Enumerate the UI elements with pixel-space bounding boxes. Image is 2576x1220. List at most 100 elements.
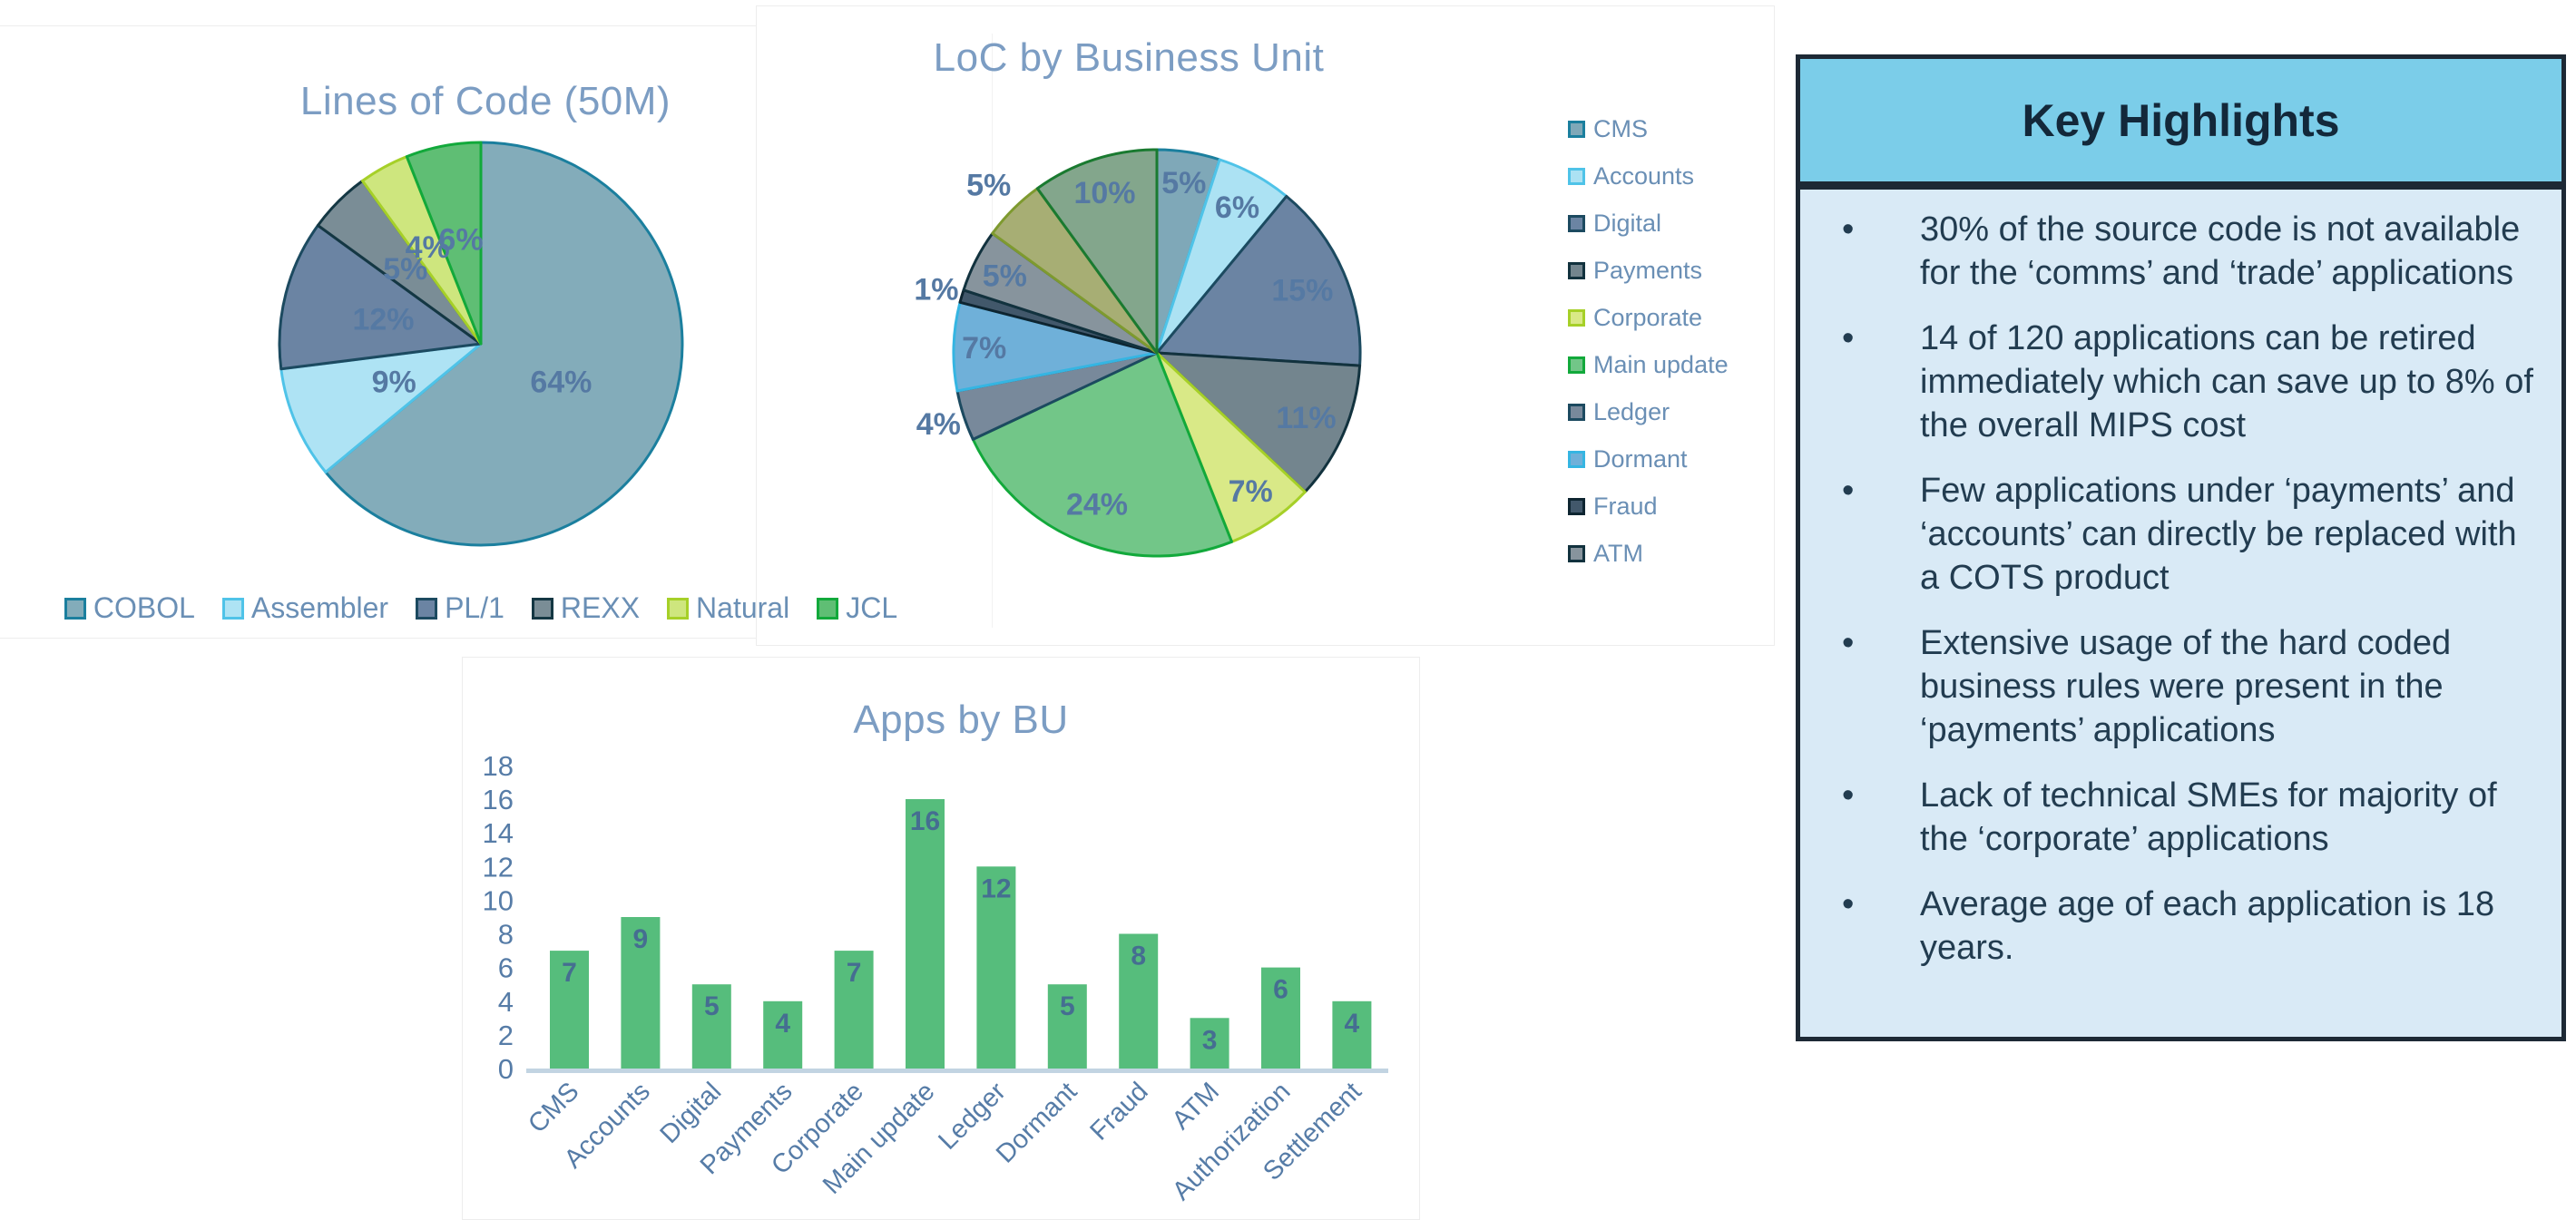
legend-swatch-pl-1 (416, 597, 438, 620)
bullet-dot: • (1842, 776, 1855, 815)
bullet-text: Lack of technical SMEs for majority of t… (1920, 776, 2497, 858)
y-axis-tick-8: 8 (498, 919, 514, 951)
legend-item-atm: ATM (1568, 540, 1729, 567)
bar-authorization (1261, 967, 1300, 1069)
legend-label-pl-1: PL/1 (445, 591, 504, 624)
bar-value-authorization: 6 (1273, 975, 1288, 1005)
bar-value-fraud: 8 (1131, 942, 1146, 971)
legend-swatch-assembler (221, 597, 244, 620)
bullet-text: Extensive usage of the hard coded busine… (1920, 624, 2452, 749)
legend-swatch-rexx (531, 597, 553, 620)
legend-label-jcl: JCL (846, 591, 898, 624)
pie-label-payments: 11% (1276, 401, 1336, 435)
pie-label-assembler: 9% (372, 365, 416, 399)
bar-value-payments: 4 (775, 1009, 790, 1039)
key-highlight-bullet-4: • Extensive usage of the hard coded busin… (1842, 621, 2538, 752)
pie-chart-lines-of-code[interactable]: 64% 9% 12% 5% 4% 6% (0, 26, 765, 644)
x-axis-label-cms: CMS (523, 1077, 584, 1138)
y-axis-tick-10: 10 (483, 884, 514, 916)
legend-item-jcl: JCL (817, 591, 897, 625)
pie-label-accounts: 6% (1215, 190, 1259, 225)
legend-label-ledger: Ledger (1593, 398, 1670, 425)
x-axis-label-atm: ATM (1167, 1077, 1225, 1135)
bullet-dot: • (1842, 319, 1855, 357)
legend-swatch-cobol (64, 597, 86, 620)
pie-slice-assembler (279, 342, 483, 473)
bar-ledger (976, 866, 1016, 1069)
bullet-dot: • (1842, 472, 1855, 510)
pie-label-natural: 4% (406, 230, 450, 265)
bar-settlement (1332, 1000, 1372, 1069)
legend-swatch-fraud (1568, 498, 1585, 515)
legend-label-natural: Natural (696, 591, 790, 624)
pie-label-ledger: 4% (916, 407, 961, 442)
legend-label-digital: Digital (1593, 210, 1662, 237)
pie-slice-digital (1155, 194, 1362, 367)
bar-accounts (621, 917, 661, 1069)
pie-svg: 5%6%15%11%7%24%4%7%1% 5%5% 10% (914, 148, 1362, 558)
bar-value-dormant: 5 (1060, 991, 1075, 1021)
key-highlight-bullet-2: • 14 of 120 applications can be retired i… (1842, 317, 2538, 447)
legend-label-dormant: Dormant (1593, 445, 1688, 473)
legend-swatch-accounts (1568, 168, 1585, 185)
legend-label-assembler: Assembler (250, 591, 389, 624)
legend-label-cobol: COBOL (93, 591, 195, 624)
pie-label-digital: 15% (1271, 274, 1333, 308)
pie-svg: 64% 9% 12% 5%4%6% (278, 141, 684, 547)
pie-label-authorization: 5% (966, 169, 1011, 203)
bar-cms (550, 951, 589, 1069)
y-axis-tick-18: 18 (483, 750, 514, 782)
legend-swatch-corporate (1568, 309, 1585, 327)
legend-item-dormant: Dormant (1568, 445, 1729, 473)
bar-svg: 0246810121416187CMS9Accounts5Digital4Pay… (483, 750, 1388, 1206)
key-highlights-body: • 30% of the source code is not available… (1800, 190, 2561, 970)
legend-label-corporate: Corporate (1593, 304, 1703, 331)
legend-item-digital: Digital (1568, 210, 1729, 237)
chart-card-lines-of-code[interactable]: Lines of Code (50M) 64% 9% 12% 5% 4% 6% (0, 25, 765, 639)
key-highlights-title: Key Highlights (1800, 59, 2561, 190)
bullet-dot: • (1842, 210, 1855, 249)
bar-value-settlement: 4 (1345, 1009, 1360, 1039)
legend-item-ledger: Ledger (1568, 398, 1729, 425)
legend-item-accounts: Accounts (1568, 162, 1729, 190)
bar-value-accounts: 9 (633, 924, 649, 954)
legend-lines-of-code: COBOL Assembler PL/1 REXX Natural JCL (64, 591, 897, 625)
legend-label-accounts: Accounts (1593, 162, 1695, 190)
legend-swatch-main-update (1568, 356, 1585, 374)
legend-item-cobol: COBOL (64, 591, 195, 625)
pie-chart-loc-by-business-unit[interactable]: 5% 6% 15% 11% 7% 24% 4% 7% 1% 5% 5% 10% (757, 6, 1776, 651)
pie-slice-pl-1 (278, 224, 483, 371)
legend-item-rexx: REXX (531, 591, 640, 625)
chart-card-apps-by-bu[interactable]: Apps by BU 0 2 4 6 8 10 12 14 16 18 7 CMS 9 Accounts 5… (462, 657, 1420, 1220)
bullet-text: Few applications under ‘payments’ and ‘a… (1920, 472, 2517, 597)
bar-corporate (834, 951, 874, 1069)
bar-value-ledger: 12 (981, 874, 1011, 903)
pie-slice-payments (1155, 351, 1362, 493)
legend-swatch-ledger (1568, 404, 1585, 421)
y-axis-tick-14: 14 (483, 817, 514, 849)
bar-chart-apps-by-bu[interactable]: 0 2 4 6 8 10 12 14 16 18 7 CMS 9 Accounts 5 Digital 4 Pay… (463, 658, 1421, 1220)
bar-value-atm: 3 (1202, 1025, 1218, 1055)
key-highlight-bullet-6: • Average age of each application is 18 y… (1842, 883, 2538, 970)
pie-slice-main-update (971, 351, 1233, 558)
legend-swatch-digital (1568, 215, 1585, 232)
legend-item-main-update: Main update (1568, 351, 1729, 378)
pie-label-dormant: 7% (962, 331, 1006, 366)
bullet-text: 30% of the source code is not available … (1920, 210, 2521, 292)
bullet-dot: • (1842, 885, 1855, 923)
legend-item-assembler: Assembler (221, 591, 389, 625)
legend-item-corporate: Corporate (1568, 304, 1729, 331)
pie-label-rexx: 5% (383, 252, 427, 287)
legend-swatch-dormant (1568, 451, 1585, 468)
key-highlight-bullet-1: • 30% of the source code is not available… (1842, 208, 2538, 295)
bar-value-digital: 5 (704, 991, 720, 1021)
pie-label-atm: 5% (983, 259, 1027, 294)
legend-label-fraud: Fraud (1593, 493, 1658, 520)
chart-card-loc-by-business-unit[interactable]: LoC by Business Unit 5% 6% 15% 11% 7% 24% 4% 7%… (756, 5, 1775, 646)
legend-item-pl-1: PL/1 (416, 591, 504, 625)
pie-label-settlement: 10% (1073, 176, 1135, 210)
bar-value-cms: 7 (562, 958, 577, 988)
y-axis-tick-12: 12 (483, 851, 514, 883)
legend-swatch-payments (1568, 262, 1585, 279)
legend-swatch-natural (667, 597, 690, 620)
